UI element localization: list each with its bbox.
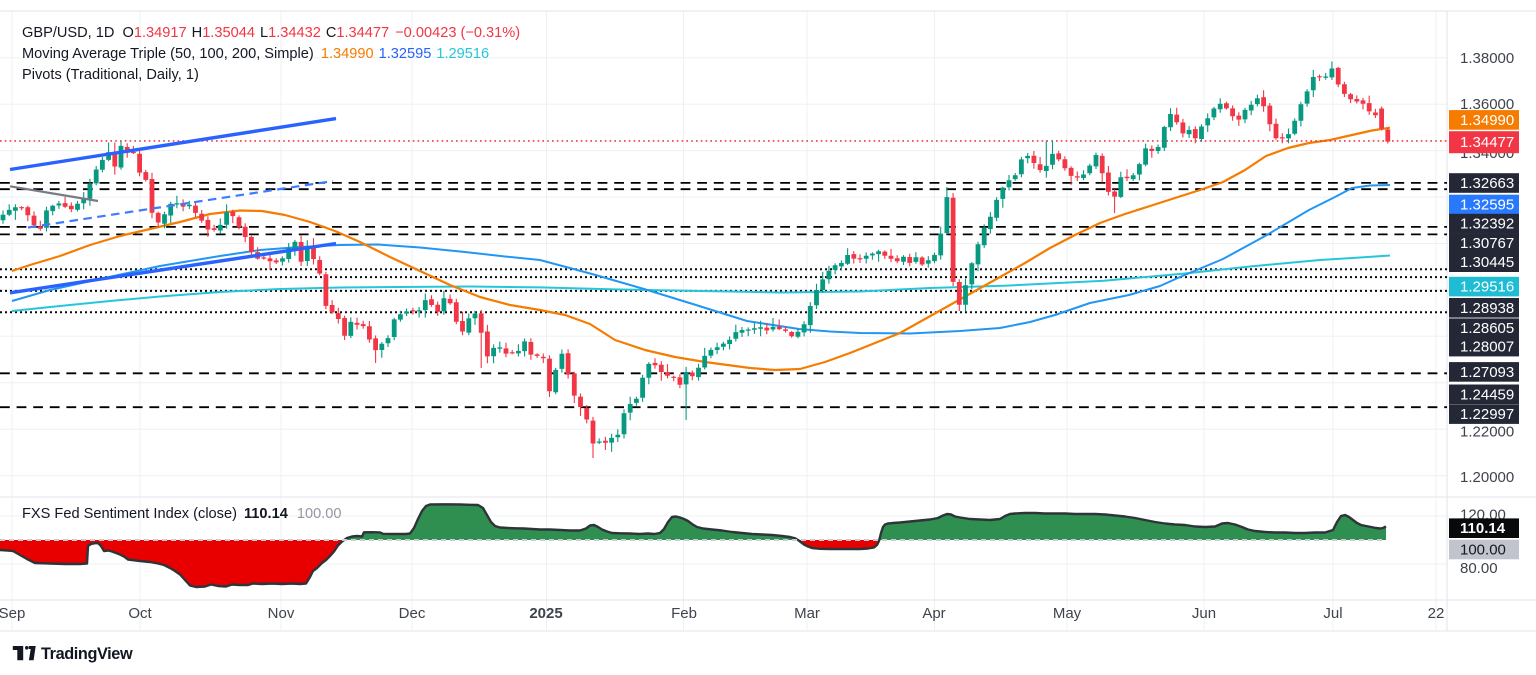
svg-text:1.30445: 1.30445	[1460, 254, 1514, 271]
svg-text:1.36000: 1.36000	[1460, 96, 1514, 113]
svg-text:Sep: Sep	[0, 605, 25, 622]
svg-text:2025: 2025	[529, 605, 562, 622]
svg-text:1.22997: 1.22997	[1460, 406, 1514, 423]
svg-text:1.28938: 1.28938	[1460, 300, 1514, 317]
svg-text:1.28007: 1.28007	[1460, 339, 1514, 356]
svg-text:Pivots (Traditional, Daily, 1): Pivots (Traditional, Daily, 1)	[22, 67, 199, 83]
svg-text:110.14: 110.14	[1460, 520, 1506, 537]
svg-text:Nov: Nov	[268, 605, 295, 622]
svg-text:1.32595: 1.32595	[1460, 197, 1514, 214]
svg-text:1.20000: 1.20000	[1460, 469, 1514, 486]
svg-text:1.29516: 1.29516	[1460, 279, 1514, 296]
svg-text:1.28605: 1.28605	[1460, 320, 1514, 337]
svg-text:Mar: Mar	[794, 605, 820, 622]
svg-text:1.32663: 1.32663	[1460, 175, 1514, 192]
svg-text:1.27093: 1.27093	[1460, 364, 1514, 381]
svg-text:Oct: Oct	[128, 605, 152, 622]
svg-text:Jun: Jun	[1192, 605, 1216, 622]
svg-text:Jul: Jul	[1323, 605, 1342, 622]
svg-text:1.22000: 1.22000	[1460, 424, 1514, 441]
svg-text:May: May	[1053, 605, 1082, 622]
svg-text:1.30767: 1.30767	[1460, 235, 1514, 252]
svg-text:1.34990: 1.34990	[1460, 112, 1514, 129]
svg-text:Moving Average Triple (50, 100: Moving Average Triple (50, 100, 200, Sim…	[22, 46, 489, 62]
svg-text:1.34477: 1.34477	[1460, 134, 1514, 151]
svg-text:1.32392: 1.32392	[1460, 216, 1514, 233]
svg-text:TradingView: TradingView	[41, 645, 133, 663]
svg-text:1.24459: 1.24459	[1460, 386, 1514, 403]
svg-text:Dec: Dec	[399, 605, 426, 622]
svg-text:Apr: Apr	[922, 605, 945, 622]
svg-text:100.00: 100.00	[1460, 542, 1506, 559]
svg-text:1.38000: 1.38000	[1460, 50, 1514, 67]
svg-text:80.00: 80.00	[1460, 560, 1498, 577]
svg-text:22: 22	[1428, 605, 1445, 622]
svg-text:FXS Fed Sentiment Index (close: FXS Fed Sentiment Index (close) 110.14 1…	[22, 506, 342, 522]
svg-text:Feb: Feb	[671, 605, 697, 622]
